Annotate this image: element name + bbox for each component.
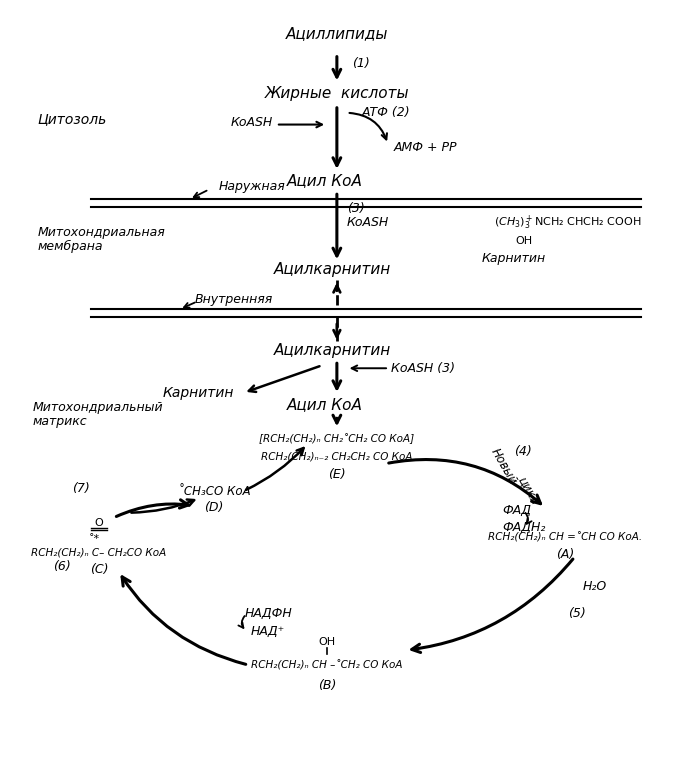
Text: Цитозоль: Цитозоль <box>37 112 106 127</box>
Text: (D): (D) <box>204 501 224 514</box>
Text: ФАД: ФАД <box>502 504 531 517</box>
Text: Ациллипиды: Ациллипиды <box>286 27 388 41</box>
Text: (B): (B) <box>318 679 336 692</box>
Text: O: O <box>95 518 104 528</box>
Text: КоАSH (3): КоАSH (3) <box>391 362 455 375</box>
Text: НАД⁺: НАД⁺ <box>251 625 285 638</box>
Text: АТФ (2): АТФ (2) <box>362 106 410 119</box>
Text: (6): (6) <box>53 560 71 573</box>
Text: (3): (3) <box>347 202 364 214</box>
Text: Митохондриальный: Митохондриальный <box>32 401 163 414</box>
Text: Карнитин: Карнитин <box>481 252 545 265</box>
Text: Жирные  кислоты: Жирные кислоты <box>265 86 409 101</box>
Text: Ацил КоА: Ацил КоА <box>287 173 363 188</box>
Text: КоАSH: КоАSH <box>231 116 273 129</box>
Text: ФАДН₂: ФАДН₂ <box>502 521 545 534</box>
Text: OH: OH <box>319 637 336 647</box>
Text: Ацилкарнитин: Ацилкарнитин <box>273 343 391 358</box>
Text: (A): (A) <box>556 549 574 562</box>
Text: Ацил КоА: Ацил КоА <box>287 397 363 412</box>
Text: (4): (4) <box>513 445 531 458</box>
Text: [RCH₂(CH₂)ₙ CH₂˚CH₂ CO КоА]: [RCH₂(CH₂)ₙ CH₂˚CH₂ CO КоА] <box>259 434 415 444</box>
Text: Ацилкарнитин: Ацилкарнитин <box>273 262 391 278</box>
Text: RCH₂(CH₂)ₙ CH –˚CH₂ CO КоА: RCH₂(CH₂)ₙ CH –˚CH₂ CO КоА <box>251 659 402 670</box>
Text: RCH₂(CH₂)ₙ₋₂ CH₂CH₂ CO КоА: RCH₂(CH₂)ₙ₋₂ CH₂CH₂ CO КоА <box>261 451 413 462</box>
Text: (1): (1) <box>351 57 369 70</box>
Text: Митохондриальная: Митохондриальная <box>37 226 165 239</box>
Text: (5): (5) <box>568 607 586 620</box>
Text: Карнитин: Карнитин <box>162 386 234 400</box>
Text: RCH₂(CH₂)ₙ C– CH₂CO КоА: RCH₂(CH₂)ₙ C– CH₂CO КоА <box>31 547 167 557</box>
Text: НАДФН: НАДФН <box>244 607 292 620</box>
Text: Н₂О: Н₂О <box>582 580 607 593</box>
Text: Новый: Новый <box>488 446 520 487</box>
Text: (C): (C) <box>90 563 108 576</box>
Text: (E): (E) <box>328 468 346 481</box>
Text: RCH₂(CH₂)ₙ CH =˚CH CO КоА.: RCH₂(CH₂)ₙ CH =˚CH CO КоА. <box>488 532 642 542</box>
Text: КоАSH: КоАSH <box>347 216 389 230</box>
Text: матрикс: матрикс <box>32 415 87 428</box>
Text: Внутренняя: Внутренняя <box>194 293 272 306</box>
Text: (7): (7) <box>72 482 91 495</box>
Text: мембрана: мембрана <box>37 240 103 253</box>
Text: ˚CH₃CO КоА: ˚CH₃CO КоА <box>178 484 251 497</box>
Text: цикл: цикл <box>516 474 541 506</box>
Text: Наружная: Наружная <box>219 180 286 193</box>
Text: ˚*: ˚* <box>89 534 99 544</box>
Text: OH: OH <box>515 236 532 246</box>
Text: $(CH_3)_3^+$NCH₂ CHCH₂ COOH: $(CH_3)_3^+$NCH₂ CHCH₂ COOH <box>494 213 642 232</box>
Text: АМФ + РР: АМФ + РР <box>394 141 458 154</box>
